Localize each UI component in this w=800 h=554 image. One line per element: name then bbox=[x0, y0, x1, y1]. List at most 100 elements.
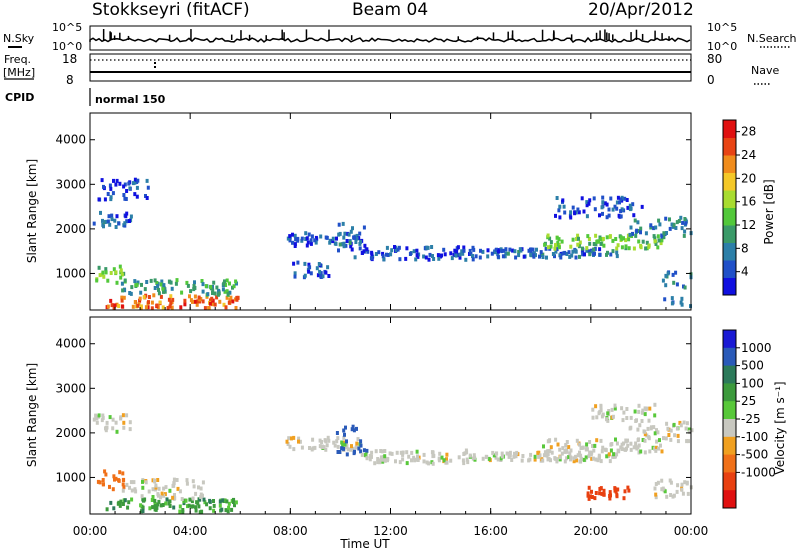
data-cell bbox=[554, 243, 557, 248]
data-cell bbox=[639, 244, 643, 248]
data-cell bbox=[139, 304, 143, 309]
data-cell bbox=[378, 460, 382, 465]
x-tick-label: 20:00 bbox=[574, 524, 609, 538]
data-cell bbox=[221, 498, 225, 503]
data-cell bbox=[376, 457, 380, 461]
data-cell bbox=[152, 293, 156, 298]
data-cell bbox=[686, 491, 690, 496]
data-cell bbox=[555, 247, 559, 252]
data-cell bbox=[104, 267, 108, 272]
data-cell bbox=[486, 248, 490, 253]
data-cell bbox=[562, 204, 566, 209]
data-cell bbox=[107, 214, 111, 219]
data-cell bbox=[436, 253, 440, 258]
data-cell bbox=[643, 432, 647, 437]
data-cell bbox=[358, 246, 362, 251]
data-cell bbox=[652, 234, 656, 239]
data-cell bbox=[680, 487, 684, 492]
data-cell bbox=[112, 474, 116, 479]
data-cell bbox=[654, 242, 658, 246]
data-cell bbox=[313, 238, 317, 243]
data-cell bbox=[603, 201, 607, 206]
data-cell bbox=[669, 493, 673, 497]
data-cell bbox=[123, 221, 127, 226]
data-cell bbox=[605, 235, 609, 240]
colorbar-segment bbox=[723, 347, 736, 367]
data-cell bbox=[130, 488, 134, 493]
data-cell bbox=[130, 285, 134, 290]
data-cell bbox=[100, 418, 104, 423]
colorbar-tick-label: 100 bbox=[741, 376, 764, 390]
data-cell bbox=[569, 244, 573, 249]
data-cell bbox=[166, 306, 170, 310]
data-cell bbox=[225, 289, 229, 294]
data-cell bbox=[590, 489, 593, 494]
data-cell bbox=[296, 260, 300, 265]
data-cell bbox=[636, 438, 640, 443]
data-cell bbox=[541, 458, 545, 463]
data-cell bbox=[162, 283, 166, 288]
data-cell bbox=[125, 211, 129, 216]
data-cell bbox=[160, 279, 164, 284]
data-cell bbox=[559, 255, 563, 260]
data-cell bbox=[605, 417, 608, 422]
data-cell bbox=[558, 253, 562, 258]
data-cell bbox=[648, 449, 652, 454]
data-cell bbox=[128, 186, 132, 191]
data-cell bbox=[527, 248, 531, 253]
data-cell bbox=[135, 194, 139, 199]
data-cell bbox=[188, 294, 191, 299]
data-cell bbox=[160, 491, 164, 496]
data-cell bbox=[510, 458, 514, 462]
data-cell bbox=[207, 306, 211, 311]
data-cell bbox=[417, 455, 421, 460]
data-cell bbox=[206, 292, 210, 297]
nsearch-label: N.Search bbox=[747, 32, 797, 45]
data-cell bbox=[112, 267, 116, 272]
data-cell bbox=[153, 504, 157, 509]
freq-tick-lo: 8 bbox=[66, 73, 74, 87]
data-cell bbox=[414, 257, 418, 262]
data-cell bbox=[633, 409, 637, 414]
data-cell bbox=[115, 280, 119, 285]
data-cell bbox=[175, 278, 179, 283]
data-cell bbox=[153, 278, 157, 283]
data-cell bbox=[494, 455, 498, 460]
data-cell bbox=[143, 287, 147, 292]
data-cell bbox=[665, 231, 668, 235]
data-cell bbox=[602, 492, 606, 497]
data-cell bbox=[122, 420, 126, 425]
data-cell bbox=[194, 508, 198, 513]
colorbar-tick-label: -1000 bbox=[741, 465, 776, 479]
data-cell bbox=[193, 299, 197, 304]
data-cell bbox=[393, 245, 396, 249]
data-cell bbox=[381, 254, 385, 259]
data-cell bbox=[121, 477, 125, 482]
data-cell bbox=[336, 436, 340, 441]
data-cell bbox=[200, 509, 204, 514]
data-cell bbox=[613, 406, 617, 411]
data-cell bbox=[601, 412, 605, 417]
data-cell bbox=[626, 438, 629, 443]
data-cell bbox=[331, 239, 335, 244]
data-cell bbox=[639, 226, 643, 231]
data-cell bbox=[379, 449, 383, 453]
data-cell bbox=[146, 305, 150, 310]
data-cell bbox=[442, 247, 446, 252]
cpid-label: CPID bbox=[5, 91, 34, 104]
data-cell bbox=[437, 458, 441, 463]
data-cell bbox=[335, 236, 338, 241]
data-cell bbox=[293, 233, 297, 238]
data-cell bbox=[653, 402, 657, 407]
data-cell bbox=[645, 240, 649, 245]
data-cell bbox=[399, 450, 403, 455]
data-cell bbox=[609, 252, 613, 257]
data-cell bbox=[136, 178, 140, 183]
data-cell bbox=[386, 253, 390, 257]
data-cell bbox=[639, 449, 643, 454]
data-cell bbox=[350, 247, 354, 252]
data-cell bbox=[345, 439, 348, 444]
data-cell bbox=[662, 235, 666, 240]
data-cell bbox=[558, 447, 562, 452]
data-cell bbox=[130, 497, 134, 502]
